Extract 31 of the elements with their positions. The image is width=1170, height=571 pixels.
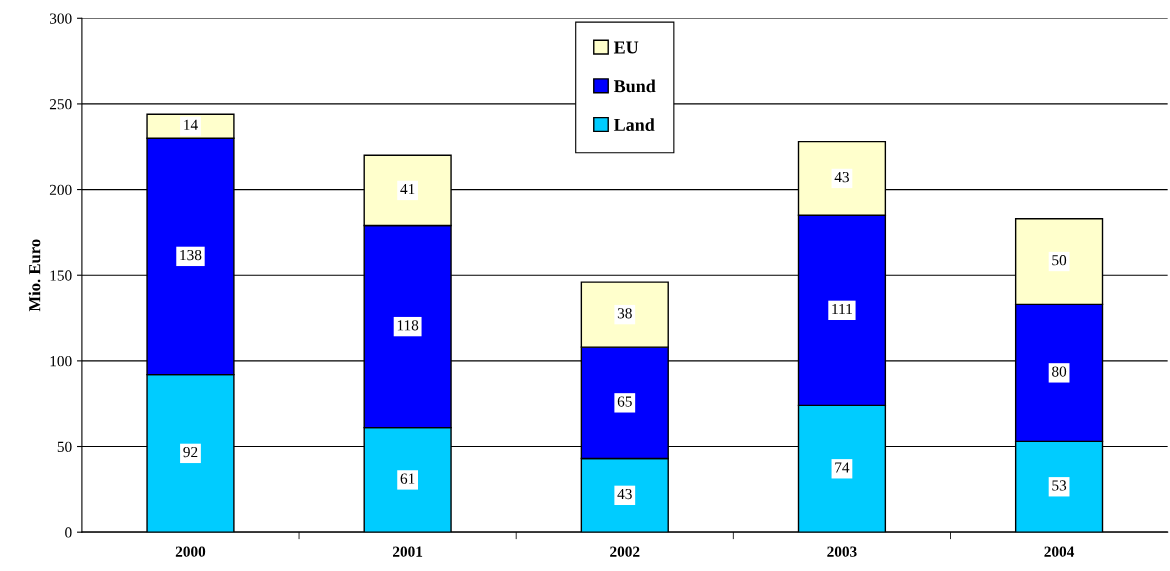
data-label: 38 (617, 308, 632, 319)
data-label: 118 (397, 320, 419, 331)
data-label: 92 (183, 446, 198, 458)
data-label: 43 (617, 488, 632, 500)
data-label: 41 (400, 184, 415, 195)
data-label: 138 (180, 249, 202, 261)
y-tick-label: 250 (49, 99, 72, 110)
legend-label: EU (613, 41, 639, 54)
y-axis-title: Mio. Euro (28, 239, 41, 312)
y-tick-label: 50 (57, 441, 72, 452)
y-tick-label: 200 (49, 184, 72, 196)
x-tick-label: 2004 (1044, 546, 1075, 557)
data-label: 111 (832, 303, 852, 315)
y-tick-label: 0 (65, 527, 72, 538)
data-label: 61 (400, 473, 415, 484)
y-tick-label: 100 (50, 356, 72, 367)
data-label: 80 (1052, 366, 1067, 377)
x-tick-label: 2002 (610, 546, 640, 557)
data-label: 50 (1052, 255, 1067, 266)
legend-label: Land (613, 118, 655, 131)
legend-label: Bund (613, 79, 656, 93)
x-tick-label: 2001 (392, 546, 423, 557)
x-tick-label: 2000 (175, 546, 206, 557)
y-tick-label: 150 (50, 270, 72, 281)
x-tick-label: 2003 (827, 546, 857, 557)
data-label: 14 (184, 119, 198, 130)
y-tick-label: 300 (49, 13, 72, 24)
data-label: 74 (835, 462, 850, 473)
data-label: 43 (834, 171, 849, 183)
data-label: 65 (617, 396, 632, 407)
data-label: 53 (1052, 480, 1067, 491)
